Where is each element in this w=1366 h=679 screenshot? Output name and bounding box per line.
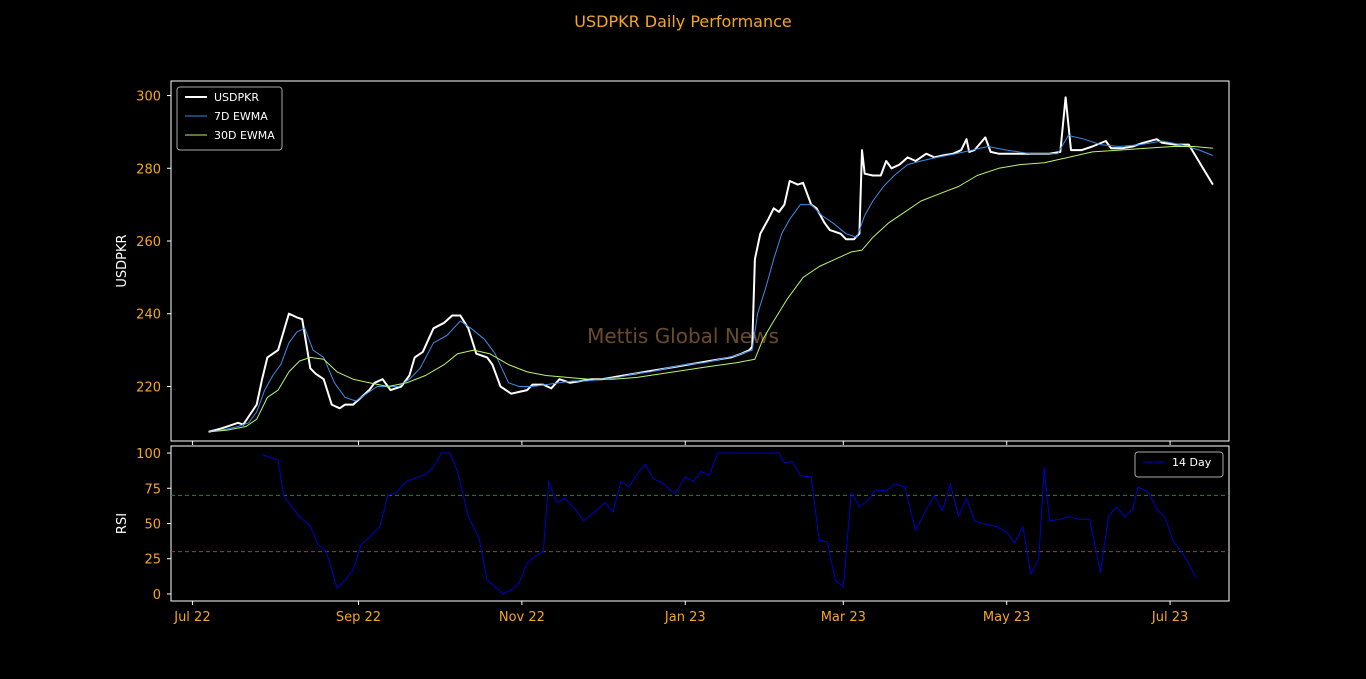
price-ytick-label: 240	[136, 308, 161, 323]
rsi-ylabel: RSI	[115, 513, 130, 534]
rsi-legend-box	[1134, 451, 1224, 478]
rsi-panel: 0 25 50 75 100 Jul 22 Sep 22 Nov 22 Jan 23 Mar 23…	[115, 445, 1230, 625]
watermark-text: Mettis Global News	[587, 324, 779, 348]
rsi-ytick-label: 25	[144, 553, 161, 568]
rsi-legend: 14 Day	[1134, 451, 1224, 478]
price-legend: USDPKR 7D EWMA 30D EWMA	[176, 86, 283, 151]
legend-label: 14 Day	[1172, 456, 1212, 469]
price-plot-frame	[170, 80, 1230, 442]
rsi-xtick-label: Sep 22	[336, 610, 381, 625]
rsi-xtick-label: Jul 22	[173, 610, 210, 625]
series-line-usdpkr	[208, 96, 1214, 433]
series-line-30d-ewma	[208, 146, 1213, 433]
price-ytick-label: 300	[136, 90, 161, 105]
price-ylabel: USDPKR	[115, 234, 130, 287]
rsi-xtick-label: May 23	[983, 610, 1031, 625]
rsi-ytick-label: 50	[144, 518, 161, 533]
chart-title: USDPKR Daily Performance	[574, 12, 792, 31]
rsi-ytick-label: 100	[136, 447, 161, 462]
price-legend-box	[176, 86, 283, 151]
price-ytick-label: 260	[136, 235, 161, 250]
price-panel: 220 240 260 280 300 USDPKR USDPKR 7D EWMA 30D EW…	[115, 80, 1230, 445]
rsi-xtick-label: Jul 23	[1151, 610, 1188, 625]
rsi-xtick-label: Jan 23	[664, 610, 706, 625]
legend-label: 30D EWMA	[214, 129, 275, 142]
price-ytick-label: 220	[136, 380, 161, 395]
rsi-xtick-label: Mar 23	[821, 610, 866, 625]
rsi-ytick-label: 0	[153, 588, 161, 603]
rsi-ytick-label: 75	[144, 482, 161, 497]
legend-label: 7D EWMA	[214, 110, 268, 123]
rsi-xtick-label: Nov 22	[499, 610, 545, 625]
legend-label: USDPKR	[214, 91, 259, 104]
series-line-14-day	[261, 452, 1198, 595]
series-line-7d-ewma	[208, 135, 1214, 433]
price-ytick-label: 280	[136, 162, 161, 177]
